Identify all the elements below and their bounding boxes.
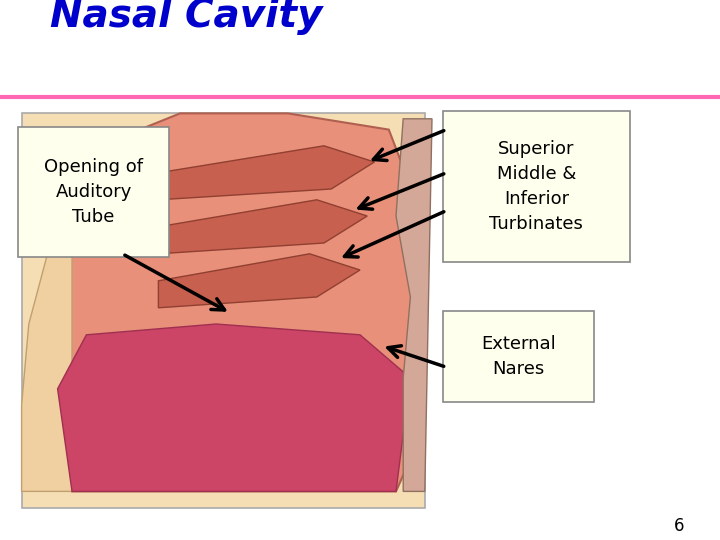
Polygon shape bbox=[158, 146, 374, 200]
Text: Superior
Middle &
Inferior
Turbinates: Superior Middle & Inferior Turbinates bbox=[490, 140, 583, 233]
Polygon shape bbox=[58, 324, 410, 491]
FancyBboxPatch shape bbox=[443, 111, 630, 262]
Polygon shape bbox=[396, 119, 432, 491]
Polygon shape bbox=[50, 113, 425, 491]
Polygon shape bbox=[158, 200, 367, 254]
Polygon shape bbox=[158, 254, 360, 308]
FancyBboxPatch shape bbox=[18, 127, 169, 256]
Text: 6: 6 bbox=[673, 517, 684, 535]
Text: External
Nares: External Nares bbox=[481, 335, 556, 378]
FancyBboxPatch shape bbox=[443, 310, 594, 402]
FancyBboxPatch shape bbox=[22, 113, 425, 508]
Text: Nasal Cavity: Nasal Cavity bbox=[50, 0, 323, 35]
Polygon shape bbox=[22, 243, 72, 491]
Text: Opening of
Auditory
Tube: Opening of Auditory Tube bbox=[44, 158, 143, 226]
